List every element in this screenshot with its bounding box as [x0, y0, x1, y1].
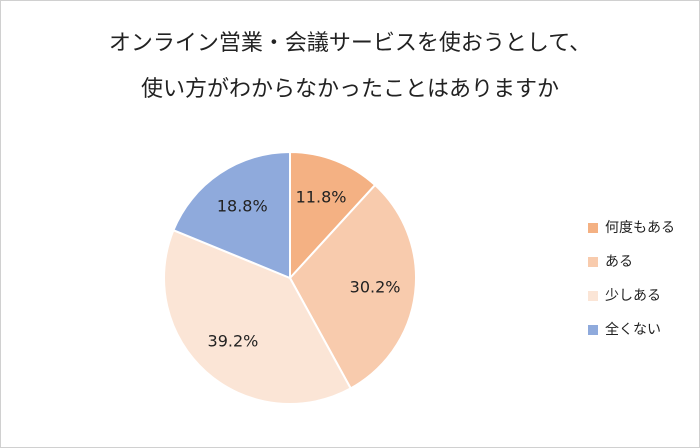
data-label: 18.8% [217, 196, 268, 215]
legend-swatch [588, 325, 598, 335]
legend-label: ある [605, 254, 633, 270]
data-label: 11.8% [296, 188, 347, 207]
legend-swatch [588, 257, 598, 267]
legend-label: 全くない [605, 321, 661, 338]
legend-label: 少しある [605, 288, 661, 304]
legend-label: 何度もある [605, 220, 675, 236]
legend-swatch [588, 223, 598, 233]
chart-title: オンライン営業・会議サービスを使おうとして、 [109, 31, 591, 56]
pie-slice [172, 150, 291, 280]
data-label: 39.2% [208, 331, 259, 350]
pie-slice [288, 183, 417, 390]
data-label: 30.2% [350, 278, 401, 297]
chart-title: 使い方がわからなかったことはありますか [141, 77, 559, 102]
pie-slice [289, 150, 377, 281]
legend-swatch [588, 291, 598, 301]
pie-slice [163, 228, 353, 405]
